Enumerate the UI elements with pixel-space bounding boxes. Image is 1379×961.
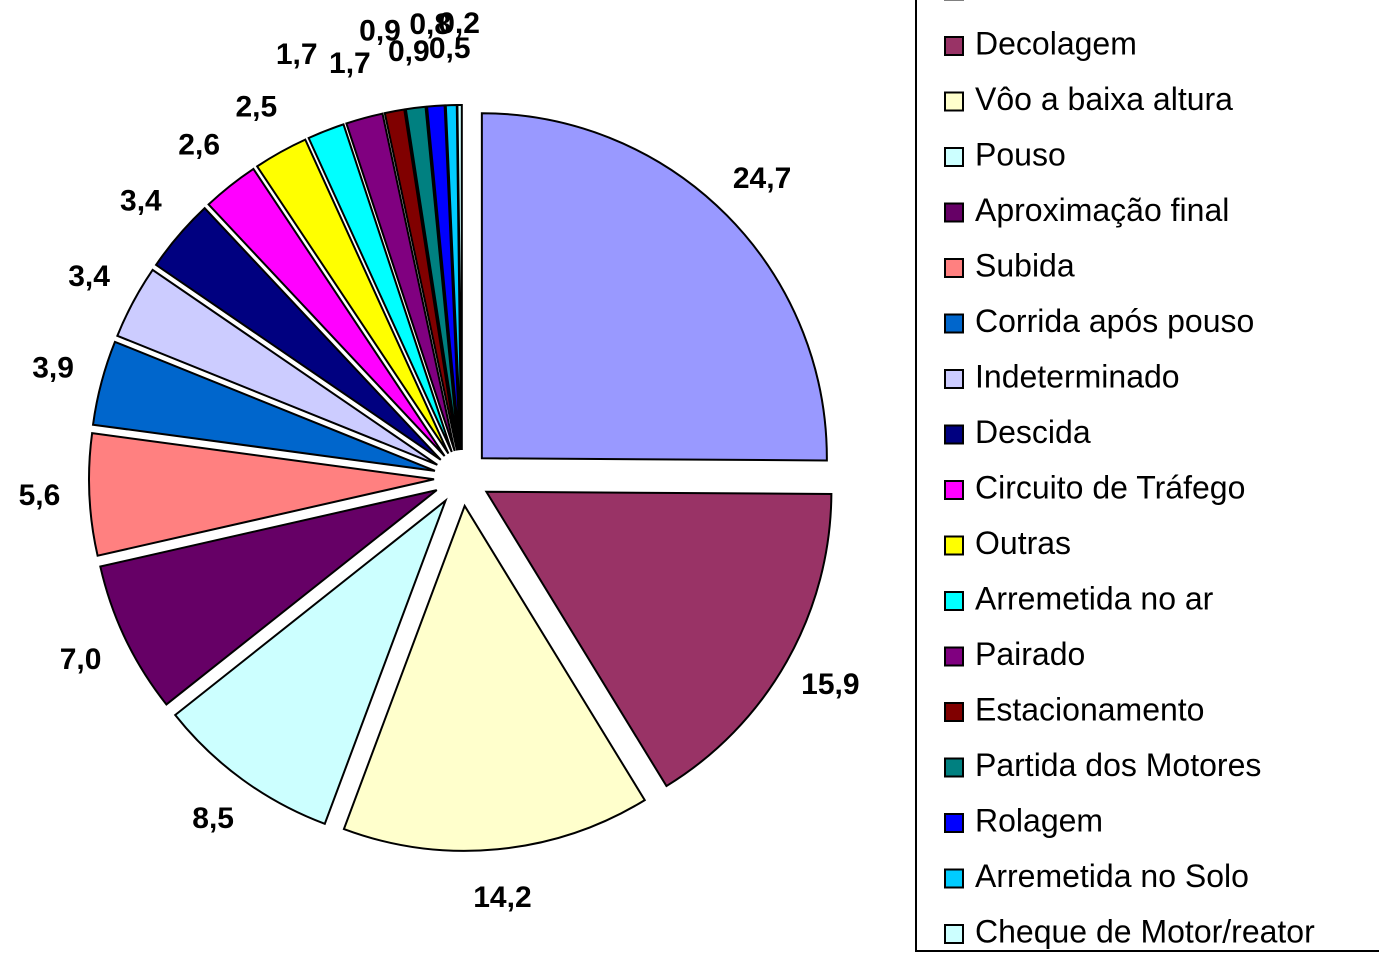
data-label: 15,9 (801, 668, 859, 701)
pie-slice (383, 108, 458, 451)
legend-swatch (944, 424, 964, 445)
pie-slice (484, 490, 833, 788)
pie-slice (404, 105, 460, 451)
data-label: 0,5 (429, 32, 471, 65)
pie-slice (345, 112, 456, 452)
pie-slice (116, 268, 438, 466)
pie-slice (342, 503, 647, 852)
data-label: 3,9 (32, 352, 74, 385)
pie-slice (207, 167, 446, 457)
legend-swatch (944, 91, 964, 112)
legend-swatch (944, 868, 964, 889)
pie-slice (99, 489, 438, 706)
pie-slice (456, 104, 463, 451)
legend-swatch (944, 202, 964, 223)
legend-swatch (944, 702, 964, 722)
pie-slice (255, 138, 450, 455)
legend-label: Descida (975, 414, 1091, 450)
legend-swatch (944, 36, 964, 56)
pie-slice (307, 123, 453, 453)
legend-box (915, 0, 1379, 952)
legend-swatch (944, 924, 964, 944)
data-label: 1,7 (276, 38, 318, 71)
legend-label: Rolagem (975, 802, 1103, 838)
data-label: 24,7 (733, 162, 791, 195)
data-label: 2,6 (178, 128, 220, 161)
pie-slice (91, 340, 436, 472)
legend-label: Indeterminado (975, 358, 1180, 394)
legend-label: Partida dos Motores (975, 747, 1261, 783)
legend-label: Aproximação final (975, 192, 1229, 228)
legend-swatch (944, 591, 964, 611)
legend-label: Pairado (975, 636, 1085, 672)
legend-label: Circuito de Tráfego (975, 469, 1245, 505)
legend-swatch (944, 535, 964, 556)
data-label: 3,4 (120, 185, 162, 218)
legend-swatch (944, 313, 964, 334)
legend-swatch (944, 480, 964, 500)
legend-label: Estacionamento (975, 691, 1204, 727)
legend-label: Cruzeiro/Manobras (975, 0, 1247, 6)
data-label: 0,2 (438, 7, 480, 40)
pie-slice (480, 112, 828, 462)
pie-slice (425, 104, 462, 451)
data-label: 0,9 (388, 35, 430, 68)
legend-label: Pouso (975, 136, 1066, 172)
data-label: 2,5 (236, 90, 278, 123)
legend-label: Cheque de Motor/reator (975, 913, 1315, 949)
pie-slice (88, 432, 435, 557)
data-label: 1,7 (329, 47, 371, 80)
data-label: 14,2 (473, 881, 531, 914)
pie-slice (173, 497, 448, 826)
legend-swatch (944, 813, 964, 833)
data-label: 0,9 (359, 14, 401, 47)
data-label: 7,0 (60, 643, 102, 676)
legend-label: Outras (975, 525, 1071, 561)
legend-swatch (944, 646, 964, 667)
legend-swatch (944, 258, 964, 278)
pie-slice (154, 206, 442, 461)
legend-swatch (944, 369, 964, 389)
legend-swatch (944, 147, 964, 167)
data-label: 0,8 (409, 8, 451, 41)
legend-label: Subida (975, 247, 1075, 283)
legend-swatch (944, 757, 964, 778)
data-label: 8,5 (192, 802, 234, 835)
legend-label: Decolagem (975, 25, 1137, 61)
legend-label: Corrida após pouso (975, 303, 1254, 339)
legend-label: Arremetida no Solo (975, 858, 1249, 894)
data-label: 3,4 (68, 260, 110, 293)
data-label: 5,6 (19, 479, 61, 512)
legend-label: Arremetida no ar (975, 580, 1214, 616)
legend-label: Vôo a baixa altura (975, 81, 1233, 117)
